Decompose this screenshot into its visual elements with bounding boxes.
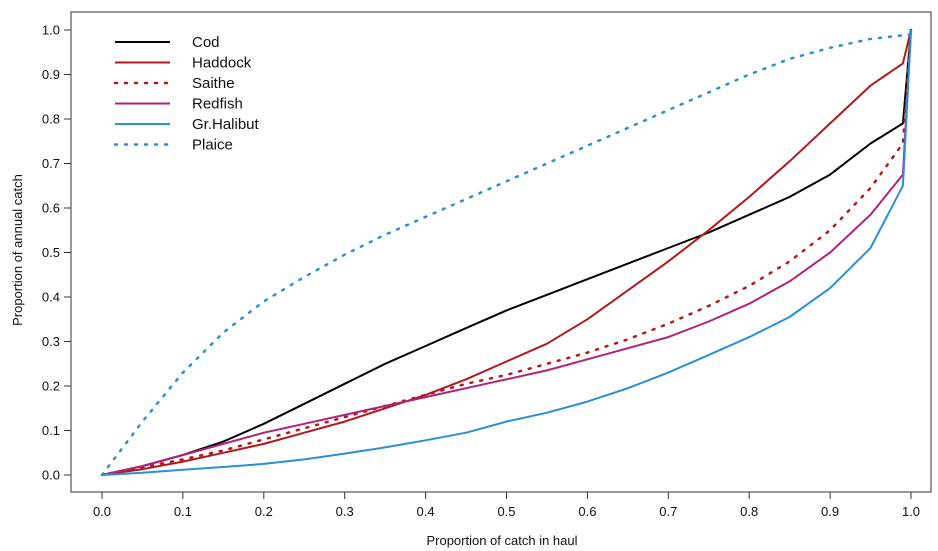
legend-label: Redfish: [192, 96, 243, 113]
series-line-redfish: [101, 29, 912, 476]
x-tick-label: 0.1: [174, 504, 192, 519]
series-line-haddock: [101, 29, 912, 476]
x-axis: 0.0 0.1 0.2 0.3 0.4 0.5 0.6 0.7 0.8 0.9 1.0: [93, 492, 920, 519]
y-tick-label: 0.6: [42, 201, 60, 216]
y-tick-label: 0.9: [42, 67, 60, 82]
legend-label: Gr.Halibut: [192, 116, 260, 133]
x-tick-label: 0.0: [93, 504, 111, 519]
y-tick-label: 0.4: [42, 290, 60, 305]
legend-label: Cod: [192, 34, 220, 51]
x-tick-label: 1.0: [902, 504, 920, 519]
x-tick-label: 0.8: [740, 504, 758, 519]
series-line-gr-halibut: [101, 29, 912, 476]
x-tick-label: 0.5: [497, 504, 515, 519]
y-tick-label: 0.8: [42, 112, 60, 127]
x-tick-label: 0.7: [659, 504, 677, 519]
x-axis-label: Proportion of catch in haul: [426, 533, 577, 548]
legend-label: Saithe: [192, 75, 235, 92]
y-tick-label: 0.5: [42, 245, 60, 260]
series-line-plaice: [100, 33, 913, 477]
x-tick-label: 0.2: [255, 504, 273, 519]
y-axis: 0.0 0.1 0.2 0.3 0.4 0.5 0.6 0.7 0.8 0.9 1.0: [42, 23, 71, 483]
legend-label: Plaice: [192, 137, 233, 154]
x-tick-label: 0.9: [821, 504, 839, 519]
series-line-saithe: [100, 28, 913, 477]
y-tick-label: 0.1: [42, 423, 60, 438]
y-tick-label: 0.3: [42, 334, 60, 349]
y-tick-label: 0.0: [42, 468, 60, 483]
x-tick-label: 0.6: [578, 504, 596, 519]
y-tick-label: 0.7: [42, 156, 60, 171]
y-axis-label: Proportion of annual catch: [10, 174, 25, 326]
legend: Cod Haddock Saithe Redfish Gr.Halibut Plaice: [113, 34, 260, 154]
x-tick-label: 0.4: [417, 504, 435, 519]
x-tick-label: 0.3: [336, 504, 354, 519]
series-lines: [100, 28, 913, 477]
y-tick-label: 0.2: [42, 379, 60, 394]
y-tick-label: 1.0: [42, 23, 60, 38]
legend-label: Haddock: [192, 55, 252, 72]
series-line-cod: [101, 29, 912, 476]
